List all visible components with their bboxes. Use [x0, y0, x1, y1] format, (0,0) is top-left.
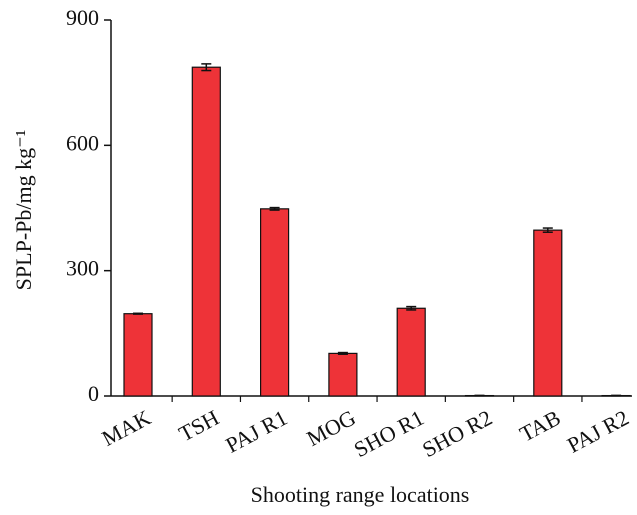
x-tick-label: PAJ R2 — [563, 405, 633, 458]
bar — [533, 229, 563, 397]
x-tick-label: TAB — [515, 405, 564, 447]
x-tick-label: MAK — [98, 405, 155, 451]
bar — [191, 66, 221, 397]
y-tick-label: 900 — [66, 5, 99, 30]
x-axis-label: Shooting range locations — [251, 482, 470, 507]
y-tick-label: 600 — [66, 130, 99, 155]
error-bar — [406, 305, 417, 311]
error-bar — [133, 312, 143, 315]
error-bar — [201, 63, 212, 72]
bar — [396, 307, 426, 397]
bar — [123, 313, 153, 397]
x-tick-label: PAJ R1 — [221, 405, 291, 458]
x-tick-label: SHO R1 — [350, 405, 428, 462]
y-axis-label: SPLP-Pb/mg kg⁻¹ — [11, 130, 36, 291]
bar — [260, 208, 290, 397]
y-tick-label: 300 — [66, 256, 99, 281]
bar — [328, 352, 358, 397]
x-tick-label: TSH — [175, 405, 224, 447]
error-bar — [337, 351, 348, 355]
error-bar — [542, 227, 553, 233]
error-bar — [269, 206, 280, 211]
y-tick-label: 0 — [88, 381, 99, 406]
x-tick-label: SHO R2 — [418, 405, 496, 462]
